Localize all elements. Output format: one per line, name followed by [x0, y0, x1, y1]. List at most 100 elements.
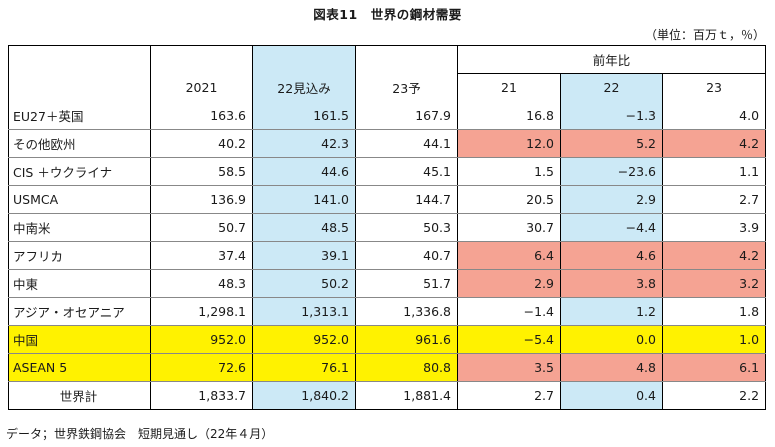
table-cell: 1,840.2 — [252, 381, 356, 410]
table-cell: −1.3 — [560, 101, 663, 130]
table-cell: 20.5 — [457, 185, 561, 214]
table-cell: −1.4 — [457, 297, 561, 326]
table-cell: 40.2 — [150, 129, 253, 158]
steel-demand-table: 前年比 2021 22見込み 23予 21 22 23 EU27＋英国 163.6… — [8, 45, 767, 410]
row-label: アジア・オセアニア — [8, 297, 151, 326]
table-cell: 1,313.1 — [252, 297, 356, 326]
unit-label: （単位：百万ｔ，％） — [644, 28, 765, 42]
table-cell: 2.9 — [457, 269, 561, 298]
header-blank — [8, 45, 151, 102]
row-label: アフリカ — [8, 241, 151, 270]
table-row: その他欧州 40.2 42.3 44.1 12.0 5.2 4.2 — [8, 129, 767, 158]
table-row: アフリカ 37.4 39.1 40.7 6.4 4.6 4.2 — [8, 241, 767, 270]
table-cell: 51.7 — [355, 269, 458, 298]
table-cell: 3.2 — [661, 269, 767, 298]
table-cell: 0.4 — [560, 381, 663, 410]
table-row: USMCA 136.9 141.0 144.7 20.5 2.9 2.7 — [8, 185, 767, 214]
row-label: その他欧州 — [8, 129, 151, 158]
table-cell: 1,881.4 — [355, 381, 458, 410]
table-cell: 1,336.8 — [355, 297, 458, 326]
table-cell: 0.0 — [560, 325, 663, 354]
header-yoy-group: 前年比 — [456, 45, 767, 74]
table-cell: 3.8 — [560, 269, 663, 298]
table-cell: 163.6 — [150, 101, 253, 130]
table-total-row: 世界計 1,833.7 1,840.2 1,881.4 2.7 0.4 2.2 — [8, 381, 767, 410]
table-cell: 1.1 — [661, 157, 767, 186]
table-cell: 1,833.7 — [150, 381, 253, 410]
table-cell: 4.6 — [560, 241, 663, 270]
row-label: 中南米 — [8, 213, 151, 242]
table-cell: 72.6 — [150, 353, 253, 382]
table-cell: 30.7 — [457, 213, 561, 242]
table-cell: 1.8 — [661, 297, 767, 326]
table-cell: 50.2 — [252, 269, 356, 298]
table-cell: 161.5 — [252, 101, 356, 130]
table-cell: 42.3 — [252, 129, 356, 158]
table-cell: −5.4 — [457, 325, 561, 354]
table-cell: 952.0 — [252, 325, 356, 354]
table-cell: 2.7 — [457, 381, 561, 410]
table-cell: 144.7 — [355, 185, 458, 214]
col-header-yoy-23: 23 — [661, 73, 767, 102]
table-cell: 3.5 — [457, 353, 561, 382]
row-label: USMCA — [8, 185, 151, 214]
table-cell: 2.7 — [661, 185, 767, 214]
source-note: データ；世界鉄鋼協会 短期見通し（22年４月） — [6, 427, 274, 441]
table-cell: 12.0 — [457, 129, 561, 158]
table-cell: −23.6 — [560, 157, 663, 186]
table-row: ASEAN 5 72.6 76.1 80.8 3.5 4.8 6.1 — [8, 353, 767, 382]
table-cell: 80.8 — [355, 353, 458, 382]
table-cell: 141.0 — [252, 185, 356, 214]
col-header-yoy-21: 21 — [457, 73, 561, 102]
table-cell: 1.0 — [661, 325, 767, 354]
table-cell: 45.1 — [355, 157, 458, 186]
table-cell: 44.1 — [355, 129, 458, 158]
table-cell: 1.2 — [560, 297, 663, 326]
table-cell: 3.9 — [661, 213, 767, 242]
row-label: ASEAN 5 — [8, 353, 151, 382]
col-header-2021: 2021 — [150, 73, 253, 102]
table-cell: 167.9 — [355, 101, 458, 130]
table-cell: 50.7 — [150, 213, 253, 242]
table-cell: 2.2 — [661, 381, 767, 410]
table-row: 中南米 50.7 48.5 50.3 30.7 −4.4 3.9 — [8, 213, 767, 242]
row-label: 中国 — [8, 325, 151, 354]
row-label: EU27＋英国 — [8, 101, 151, 130]
table-row: EU27＋英国 163.6 161.5 167.9 16.8 −1.3 4.0 — [8, 101, 767, 130]
table-cell: 4.8 — [560, 353, 663, 382]
table-cell: 136.9 — [150, 185, 253, 214]
table-cell: 4.0 — [661, 101, 767, 130]
table-cell: 1.5 — [457, 157, 561, 186]
table-cell: 4.2 — [661, 241, 767, 270]
row-label: 中東 — [8, 269, 151, 298]
table-row: 中国 952.0 952.0 961.6 −5.4 0.0 1.0 — [8, 325, 767, 354]
total-label: 世界計 — [8, 381, 151, 410]
table-cell: 40.7 — [355, 241, 458, 270]
table-cell: 6.1 — [661, 353, 767, 382]
table-cell: 58.5 — [150, 157, 253, 186]
figure-title: 図表11 世界の鋼材需要 — [313, 7, 462, 22]
table-cell: 1,298.1 — [150, 297, 253, 326]
col-header-23-forecast: 23予 — [355, 73, 458, 102]
table-cell: 37.4 — [150, 241, 253, 270]
table-cell: 39.1 — [252, 241, 356, 270]
table-cell: 4.2 — [661, 129, 767, 158]
table-cell: 5.2 — [560, 129, 663, 158]
table-row: アジア・オセアニア 1,298.1 1,313.1 1,336.8 −1.4 1.2 1.8 — [8, 297, 767, 326]
col-header-22-estimate: 22見込み — [252, 73, 356, 102]
table-cell: −4.4 — [560, 213, 663, 242]
table-cell: 48.5 — [252, 213, 356, 242]
table-row: 中東 48.3 50.2 51.7 2.9 3.8 3.2 — [8, 269, 767, 298]
table-cell: 16.8 — [457, 101, 561, 130]
row-label: CIS ＋ウクライナ — [8, 157, 151, 186]
col-header-yoy-22: 22 — [560, 73, 663, 102]
table-cell: 6.4 — [457, 241, 561, 270]
table-cell: 961.6 — [355, 325, 458, 354]
table-cell: 952.0 — [150, 325, 253, 354]
table-cell: 76.1 — [252, 353, 356, 382]
table-cell: 44.6 — [252, 157, 356, 186]
table-row: CIS ＋ウクライナ 58.5 44.6 45.1 1.5 −23.6 1.1 — [8, 157, 767, 186]
table-cell: 2.9 — [560, 185, 663, 214]
table-cell: 48.3 — [150, 269, 253, 298]
table-cell: 50.3 — [355, 213, 458, 242]
